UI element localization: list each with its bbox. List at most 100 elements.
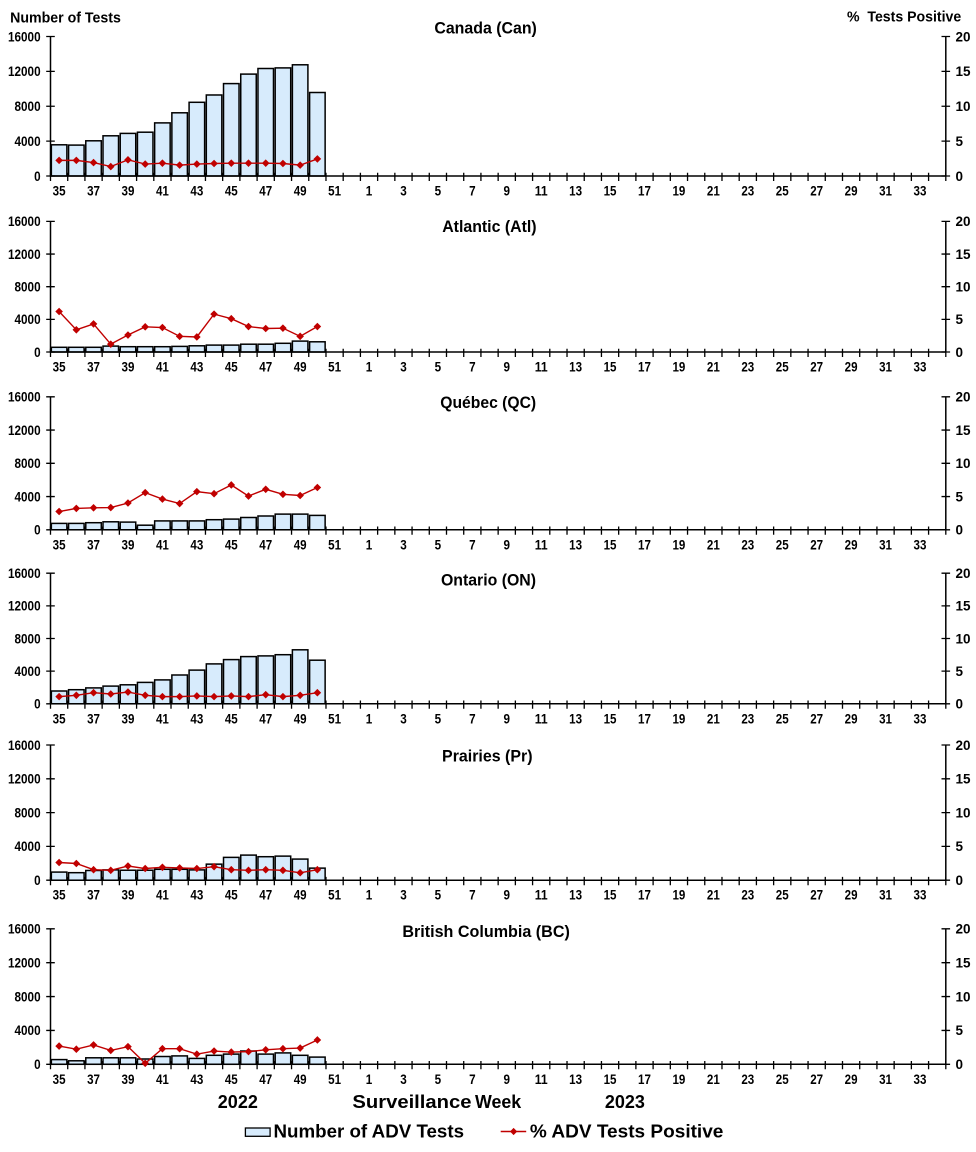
- svg-text:Week: Week: [475, 1092, 522, 1112]
- svg-text:39: 39: [122, 711, 135, 726]
- svg-text:Surveillance: Surveillance: [352, 1092, 471, 1112]
- svg-text:0: 0: [956, 169, 964, 184]
- svg-text:31: 31: [879, 1072, 892, 1087]
- svg-text:12000: 12000: [8, 599, 41, 614]
- svg-text:47: 47: [259, 184, 272, 199]
- svg-text:17: 17: [638, 888, 651, 903]
- svg-text:27: 27: [810, 888, 823, 903]
- svg-text:3: 3: [400, 888, 407, 903]
- svg-text:20: 20: [956, 566, 971, 581]
- svg-text:13: 13: [569, 888, 582, 903]
- svg-text:11: 11: [535, 1072, 548, 1087]
- svg-text:4000: 4000: [15, 489, 41, 504]
- svg-text:29: 29: [845, 360, 858, 375]
- svg-text:15: 15: [956, 599, 972, 614]
- svg-text:21: 21: [707, 360, 720, 375]
- svg-text:11: 11: [535, 360, 548, 375]
- svg-text:45: 45: [225, 711, 238, 726]
- svg-text:37: 37: [87, 184, 100, 199]
- svg-text:43: 43: [190, 711, 203, 726]
- svg-text:39: 39: [122, 537, 135, 552]
- svg-text:4000: 4000: [15, 664, 41, 679]
- svg-text:5: 5: [956, 134, 964, 149]
- svg-text:35: 35: [53, 360, 66, 375]
- svg-text:27: 27: [810, 184, 823, 199]
- svg-text:5: 5: [956, 839, 964, 854]
- svg-text:47: 47: [259, 360, 272, 375]
- svg-text:43: 43: [190, 1072, 203, 1087]
- svg-text:19: 19: [672, 184, 685, 199]
- svg-text:0: 0: [34, 697, 41, 712]
- svg-text:49: 49: [294, 711, 307, 726]
- svg-text:17: 17: [638, 1072, 651, 1087]
- svg-text:15: 15: [956, 423, 972, 438]
- svg-text:8000: 8000: [15, 989, 41, 1004]
- svg-text:0: 0: [956, 1057, 964, 1072]
- svg-text:37: 37: [87, 1072, 100, 1087]
- svg-text:51: 51: [328, 1072, 341, 1087]
- svg-text:16000: 16000: [8, 738, 41, 753]
- svg-text:51: 51: [328, 711, 341, 726]
- svg-text:9: 9: [504, 711, 511, 726]
- svg-text:5: 5: [435, 184, 442, 199]
- svg-text:15: 15: [604, 1072, 617, 1087]
- svg-text:39: 39: [122, 1072, 135, 1087]
- svg-text:0: 0: [34, 345, 41, 360]
- svg-text:3: 3: [400, 711, 407, 726]
- svg-text:8000: 8000: [15, 805, 41, 820]
- svg-text:39: 39: [122, 360, 135, 375]
- svg-text:13: 13: [569, 537, 582, 552]
- svg-text:10: 10: [956, 99, 971, 114]
- svg-text:23: 23: [741, 184, 754, 199]
- svg-text:15: 15: [604, 711, 617, 726]
- svg-text:15: 15: [604, 537, 617, 552]
- svg-text:5: 5: [435, 1072, 442, 1087]
- svg-text:10: 10: [956, 631, 971, 646]
- svg-text:Ontario (ON): Ontario (ON): [441, 572, 536, 590]
- svg-text:3: 3: [400, 537, 407, 552]
- svg-text:13: 13: [569, 1072, 582, 1087]
- svg-text:11: 11: [535, 537, 548, 552]
- svg-text:29: 29: [845, 888, 858, 903]
- svg-text:15: 15: [604, 360, 617, 375]
- svg-text:49: 49: [294, 537, 307, 552]
- svg-text:19: 19: [672, 711, 685, 726]
- svg-text:4000: 4000: [15, 839, 41, 854]
- svg-text:47: 47: [259, 711, 272, 726]
- svg-text:10: 10: [956, 805, 971, 820]
- svg-text:45: 45: [225, 537, 238, 552]
- svg-text:23: 23: [741, 360, 754, 375]
- svg-text:7: 7: [469, 184, 476, 199]
- svg-text:35: 35: [53, 711, 66, 726]
- svg-text:43: 43: [190, 360, 203, 375]
- svg-text:33: 33: [914, 360, 927, 375]
- svg-text:11: 11: [535, 711, 548, 726]
- svg-text:1: 1: [366, 537, 373, 552]
- svg-text:16000: 16000: [8, 29, 41, 44]
- svg-text:17: 17: [638, 537, 651, 552]
- svg-text:19: 19: [672, 888, 685, 903]
- svg-text:35: 35: [53, 184, 66, 199]
- svg-text:25: 25: [776, 360, 789, 375]
- svg-text:31: 31: [879, 184, 892, 199]
- svg-text:21: 21: [707, 711, 720, 726]
- svg-text:11: 11: [535, 184, 548, 199]
- svg-text:5: 5: [435, 711, 442, 726]
- svg-text:13: 13: [569, 360, 582, 375]
- svg-text:2022: 2022: [218, 1092, 258, 1112]
- svg-text:Canada (Can): Canada (Can): [434, 19, 537, 37]
- svg-text:21: 21: [707, 1072, 720, 1087]
- svg-text:10: 10: [956, 989, 971, 1004]
- svg-text:23: 23: [741, 711, 754, 726]
- svg-text:12000: 12000: [8, 772, 41, 787]
- svg-text:31: 31: [879, 711, 892, 726]
- svg-text:35: 35: [53, 1072, 66, 1087]
- svg-text:British Columbia (BC): British Columbia (BC): [402, 923, 570, 941]
- svg-text:37: 37: [87, 888, 100, 903]
- svg-text:8000: 8000: [15, 99, 41, 114]
- svg-text:17: 17: [638, 360, 651, 375]
- svg-text:19: 19: [672, 360, 685, 375]
- svg-text:5: 5: [435, 888, 442, 903]
- svg-text:29: 29: [845, 537, 858, 552]
- svg-text:8000: 8000: [15, 456, 41, 471]
